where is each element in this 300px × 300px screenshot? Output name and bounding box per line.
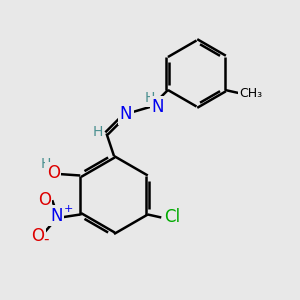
Text: Cl: Cl — [165, 208, 181, 226]
Text: CH₃: CH₃ — [240, 87, 263, 100]
Text: H: H — [92, 125, 103, 139]
Text: -: - — [43, 231, 49, 246]
Text: H: H — [41, 158, 51, 171]
Text: N: N — [50, 207, 62, 225]
Text: N: N — [120, 105, 132, 123]
Text: +: + — [64, 203, 73, 214]
Text: O: O — [32, 227, 44, 245]
Text: N: N — [151, 98, 164, 116]
Text: O: O — [38, 191, 51, 209]
Text: H: H — [145, 91, 155, 105]
Text: O: O — [47, 164, 60, 181]
